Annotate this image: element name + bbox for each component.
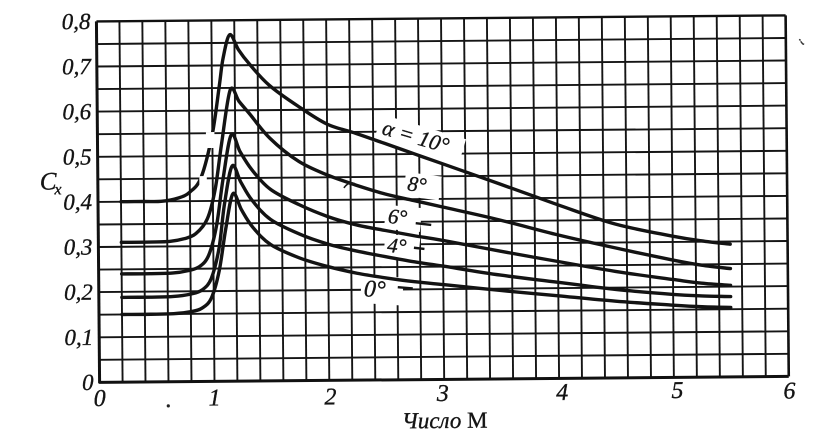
svg-text:0,8: 0,8 xyxy=(62,9,91,34)
svg-text:3: 3 xyxy=(436,381,449,407)
svg-text:C: C xyxy=(40,168,57,195)
svg-text:8°: 8° xyxy=(406,171,428,197)
svg-text:6: 6 xyxy=(783,378,795,404)
svg-text:0,3: 0,3 xyxy=(64,235,93,260)
svg-text:4: 4 xyxy=(556,380,568,406)
svg-text:0: 0 xyxy=(94,386,106,412)
svg-text:5: 5 xyxy=(671,378,683,404)
svg-text:x: x xyxy=(53,181,61,198)
svg-text:0°: 0° xyxy=(363,276,387,303)
svg-text:0,1: 0,1 xyxy=(64,325,93,350)
svg-text:0,4: 0,4 xyxy=(63,189,92,214)
svg-text:1: 1 xyxy=(209,385,221,411)
svg-text:2: 2 xyxy=(324,384,336,410)
svg-text:6°: 6° xyxy=(387,204,409,230)
svg-text:0,2: 0,2 xyxy=(64,280,93,305)
svg-text:0: 0 xyxy=(82,370,94,395)
svg-text:0,6: 0,6 xyxy=(62,99,91,124)
svg-text:Число М: Число М xyxy=(402,408,488,434)
svg-text:0,7: 0,7 xyxy=(62,54,92,79)
svg-text:4°: 4° xyxy=(386,233,408,259)
svg-text:0,5: 0,5 xyxy=(63,144,92,169)
